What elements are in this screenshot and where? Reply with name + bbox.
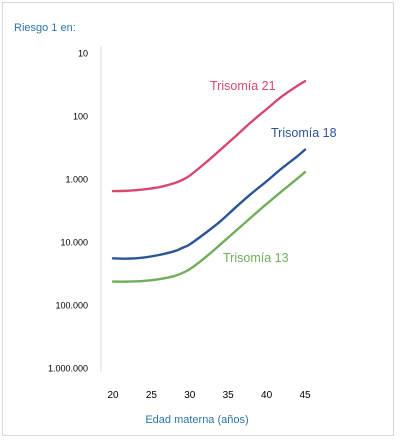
x-tick-label: 30 xyxy=(184,390,196,401)
y-tick-label: 10 xyxy=(78,48,88,58)
x-tick-label: 35 xyxy=(223,390,235,401)
x-tick-label: 45 xyxy=(299,390,311,401)
series-labels: Trisomía 21 Trisomía 18 Trisomía 13 xyxy=(210,79,337,265)
y-tick-label: 10.000 xyxy=(60,237,88,247)
x-tick-label: 40 xyxy=(261,390,273,401)
series-lines xyxy=(111,79,307,283)
series-label-3: Trisomía 13 xyxy=(223,251,289,265)
series-line-3 xyxy=(111,170,307,283)
y-tick-label: 100 xyxy=(73,111,88,121)
y-axis-ticks: 10 100 1.000 10.000 100.000 1.000.000 xyxy=(48,48,88,373)
x-axis-label: Edad materna (años) xyxy=(145,414,248,426)
series-line-1 xyxy=(111,79,307,193)
y-tick-label: 1.000 xyxy=(65,174,88,184)
y-axis-label: Riesgo 1 en: xyxy=(14,22,76,34)
y-tick-label: 100.000 xyxy=(55,300,88,310)
x-axis-ticks: 20 25 30 35 40 45 xyxy=(107,390,311,401)
series-label-2: Trisomía 18 xyxy=(271,126,337,140)
x-tick-label: 20 xyxy=(107,390,119,401)
chart-frame xyxy=(2,2,394,436)
x-tick-label: 25 xyxy=(146,390,158,401)
series-line-2 xyxy=(111,148,307,260)
series-label-1: Trisomía 21 xyxy=(210,79,276,93)
y-tick-label: 1.000.000 xyxy=(48,363,88,373)
